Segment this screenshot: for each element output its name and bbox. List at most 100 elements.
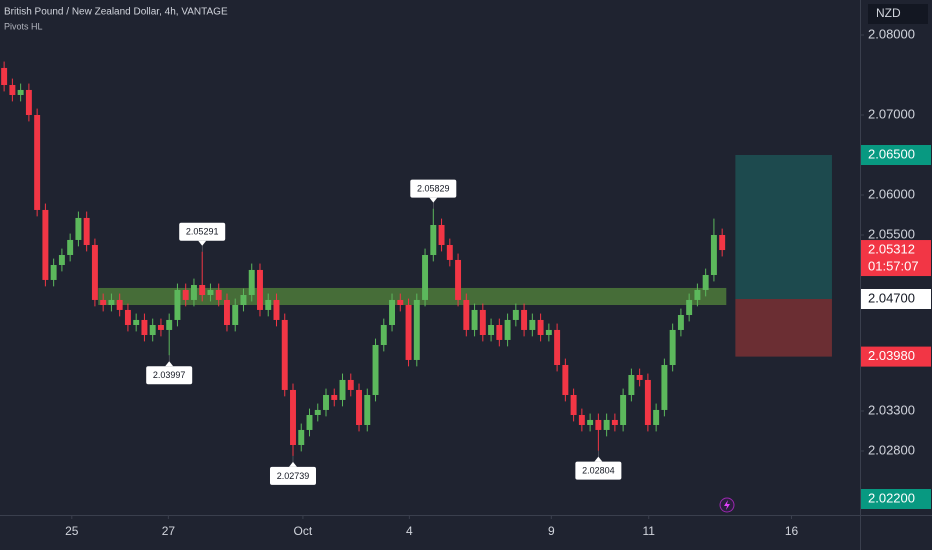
candle-body (587, 419, 594, 425)
candle-body (265, 299, 272, 310)
indicator-name: Pivots HL (4, 21, 43, 31)
candle-body (248, 269, 255, 295)
candle-body (389, 299, 396, 325)
candle-body (554, 329, 561, 365)
price-label-box (861, 489, 931, 509)
candle-body (166, 319, 173, 330)
candle-body (479, 309, 486, 335)
candle-body (710, 235, 717, 275)
x-tick-label: 16 (785, 524, 799, 538)
candle-body (653, 409, 660, 425)
candle-body (116, 299, 123, 310)
candle-body (257, 269, 263, 310)
candle-body (207, 289, 214, 295)
candle-body (174, 289, 181, 320)
pivot-pointer (594, 456, 603, 462)
candle-body (232, 305, 239, 325)
candle-body (306, 415, 313, 430)
candle-body (702, 275, 709, 290)
candle-body (58, 255, 65, 265)
candle-body (83, 217, 90, 245)
y-tick-label: 2.02800 (868, 442, 915, 457)
x-tick-label: 9 (548, 524, 555, 538)
x-tick-label: 25 (65, 524, 79, 538)
price-label-box (861, 145, 931, 165)
candle-body (636, 375, 643, 380)
candle-body (463, 299, 470, 330)
candle-body (182, 289, 189, 300)
pivot-label: 2.02739 (277, 471, 310, 481)
x-tick-label: Oct (294, 524, 313, 538)
candle-body (521, 309, 528, 330)
candle-body (669, 329, 676, 365)
candle-body (628, 375, 635, 395)
y-tick-label: 2.03300 (868, 402, 915, 417)
y-tick-label: 2.05500 (868, 226, 915, 241)
support-zone (98, 287, 727, 305)
candle-body (694, 289, 701, 300)
loss-zone (735, 299, 832, 357)
candle-body (504, 319, 511, 340)
candle-body (25, 89, 32, 115)
candle-body (273, 299, 280, 320)
candle-body (620, 395, 627, 425)
candle-body (603, 419, 610, 430)
currency-badge (868, 4, 928, 24)
candle-body (422, 255, 429, 300)
pivot-pointer (165, 361, 174, 367)
pivot-label: 2.03997 (153, 370, 186, 380)
candle-body (644, 379, 651, 425)
candle-body (75, 217, 82, 240)
candle-body (190, 285, 197, 300)
x-tick-label: 27 (162, 524, 176, 538)
candle-body (595, 419, 602, 430)
candle-body (314, 409, 321, 415)
pivot-box (179, 222, 226, 241)
candle-body (331, 395, 338, 400)
candle-body (281, 319, 288, 390)
candle-body (496, 325, 503, 340)
candle-body (141, 319, 148, 335)
candle-body (405, 305, 412, 360)
pivot-box (269, 466, 316, 485)
currency-label: NZD (876, 6, 901, 20)
candle-body (372, 345, 379, 395)
candle-body (133, 319, 140, 325)
y-tick-label: 2.07000 (868, 106, 915, 121)
candle-body (298, 429, 305, 445)
x-tick-label: 11 (642, 524, 655, 538)
candle-body (215, 289, 222, 300)
pivot-box (575, 461, 622, 480)
candle-body (199, 285, 206, 295)
candle-body (356, 389, 362, 425)
candle-body (323, 395, 329, 410)
pivot-pointer (198, 240, 207, 246)
price-label: 2.05312 (868, 241, 915, 256)
candle-body (157, 325, 164, 330)
candle-body (290, 389, 296, 445)
candle-body (455, 259, 462, 300)
price-label: 2.06500 (868, 146, 915, 161)
candle-body (570, 395, 577, 415)
candle-body (1, 67, 8, 85)
candle-body (512, 309, 519, 320)
y-tick-label: 2.08000 (868, 26, 915, 41)
candle-body (339, 379, 346, 400)
candle-body (34, 115, 41, 210)
candle-body (488, 325, 495, 335)
candle-body (9, 85, 16, 95)
candle-body (719, 235, 726, 251)
price-label: 2.02200 (868, 490, 915, 505)
x-tick-label: 4 (406, 524, 413, 538)
candle-body (364, 395, 371, 425)
pivot-box (410, 179, 457, 198)
candle-body (240, 295, 247, 305)
price-label-box (861, 289, 931, 309)
plot-area: 2.03997 2.05291 2.02739 2.05829 2.02804 (1, 61, 832, 485)
candle-body (438, 225, 445, 245)
candle-body (446, 245, 453, 260)
candle-body (430, 225, 437, 255)
candle-body (611, 419, 618, 425)
candle-body (100, 299, 107, 305)
